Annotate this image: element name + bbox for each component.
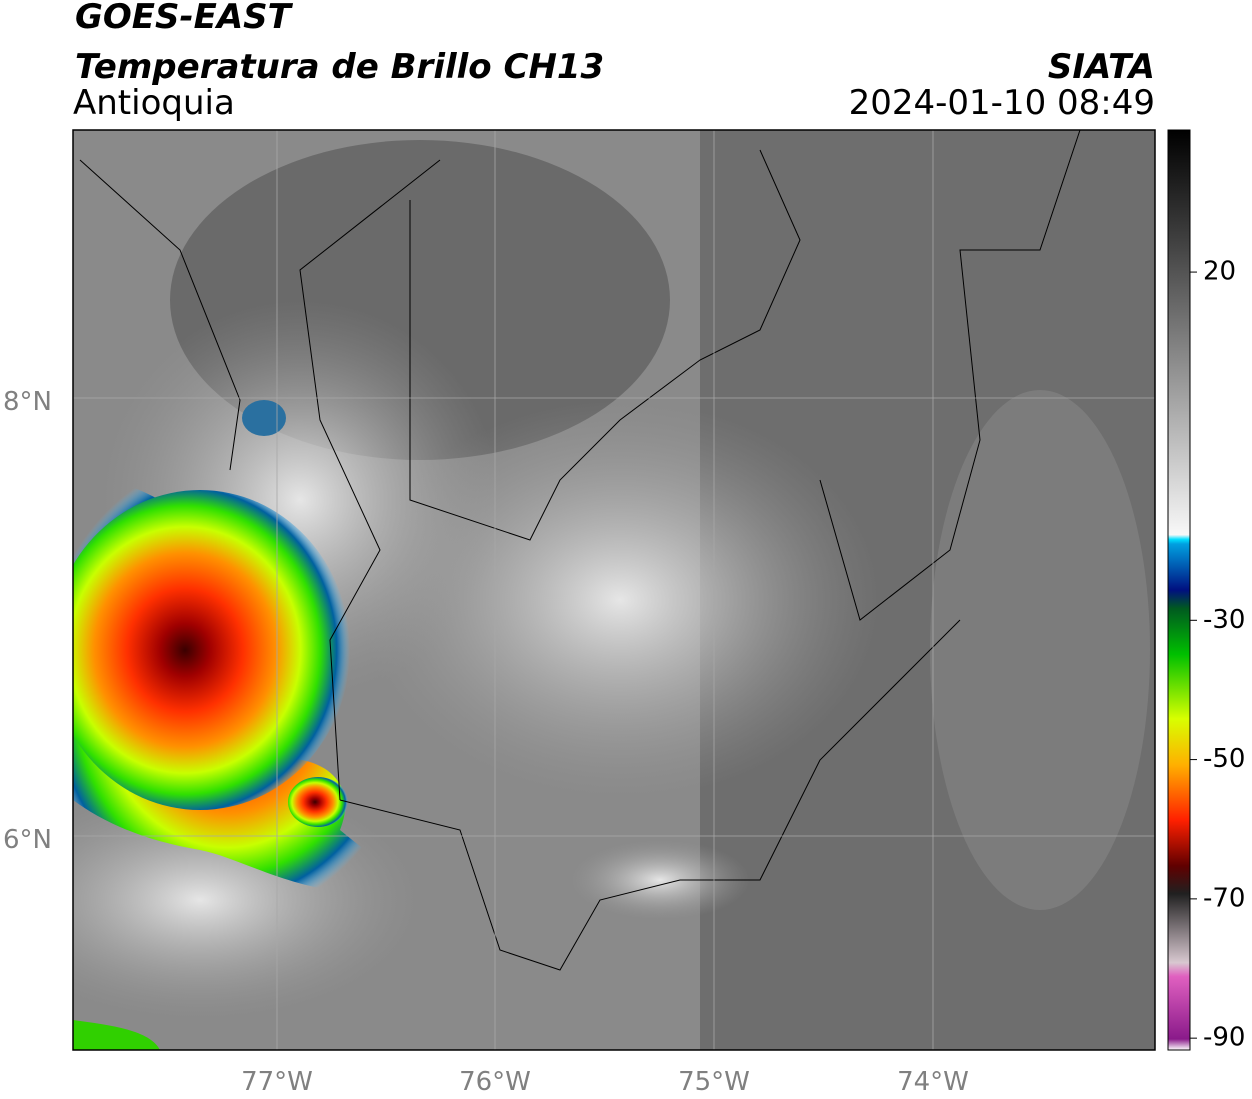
product: Temperatura de Brillo CH13 [75,47,604,87]
lon-label: 74°W [897,1067,969,1097]
colorbar-tick-label: -30 [1203,605,1245,635]
colorbar-tick-label: -50 [1203,744,1245,774]
colorbar-tick-label: -70 [1203,883,1245,913]
region: Antioquia [73,83,235,123]
colorbar [1167,129,1191,1051]
agency: SIATA [1048,47,1155,87]
colorbar-tick-label: -90 [1203,1023,1245,1053]
satellite: GOES-EAST [75,0,294,37]
map-frame [72,129,1156,1051]
lat-label: 6°N [3,825,52,855]
lon-label: 77°W [241,1067,313,1097]
lon-label: 75°W [678,1067,750,1097]
lon-label: 76°W [459,1067,531,1097]
datetime: 2024-01-10 08:49 [849,83,1155,123]
map [73,130,1155,1050]
colorbar-tick-label: 20 [1203,257,1236,287]
lat-label: 8°N [3,387,52,417]
